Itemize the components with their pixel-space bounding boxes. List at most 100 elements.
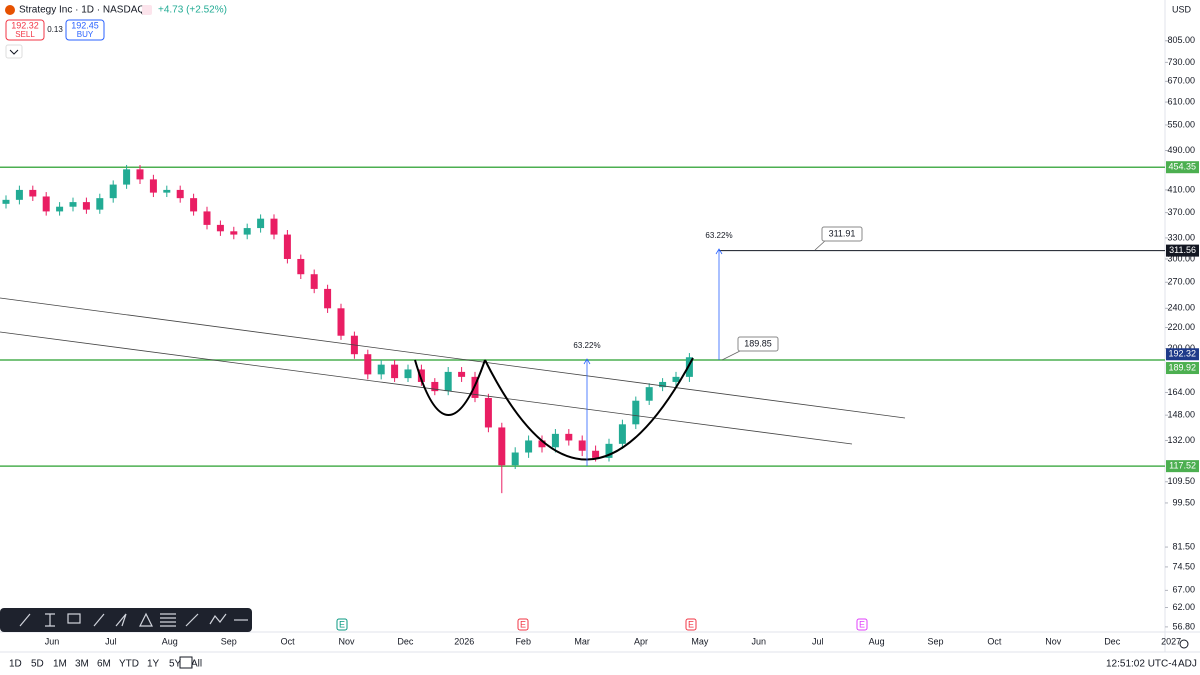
currency[interactable]: USD (1172, 4, 1192, 14)
range-button[interactable]: 1D (9, 659, 22, 670)
callout-box (737, 336, 779, 352)
candle-body (685, 357, 693, 377)
candle-body (163, 189, 171, 193)
candle-body (283, 234, 291, 259)
symbol-title[interactable]: Strategy Inc · 1D · NASDAQ (19, 5, 145, 16)
x-tick-label: Dec (397, 636, 414, 646)
candle-body (337, 308, 345, 336)
candle-body (431, 381, 439, 392)
callout-box (821, 226, 863, 242)
candle-body (458, 371, 466, 377)
price-label-bg (1166, 362, 1199, 375)
candle-body (123, 169, 131, 185)
event-label: E (339, 619, 345, 629)
x-tick-label: Mar (574, 636, 590, 646)
y-tick-label: 56.80 (1172, 621, 1195, 631)
tool-icon[interactable] (185, 613, 199, 627)
sell-button[interactable] (5, 19, 45, 41)
range-button[interactable]: 1Y (147, 659, 160, 670)
range-button[interactable]: 5D (31, 659, 44, 670)
x-tick-label: Dec (1104, 636, 1121, 646)
trend-line (0, 331, 853, 445)
event-label: E (859, 619, 865, 629)
range-button[interactable]: 3M (75, 659, 89, 670)
candle-body (69, 202, 77, 207)
measure-label: 63.22% (705, 231, 732, 240)
price-label-bg (1166, 348, 1199, 361)
candle-body (176, 189, 184, 199)
candle-body (391, 364, 399, 379)
candle-body (538, 440, 546, 448)
x-tick-label: Jun (45, 636, 60, 646)
range-button[interactable]: 1M (53, 659, 67, 670)
tool-icon[interactable] (45, 613, 55, 627)
range-buttons: 1D 5D 1M 3M 6M YTD 1Y 5Y All (9, 659, 202, 670)
tool-icon[interactable] (115, 613, 127, 627)
y-tick-label: 99.50 (1172, 497, 1195, 507)
y-tick-label: 490.00 (1167, 145, 1195, 155)
x-tick-label: Feb (515, 636, 531, 646)
range-button[interactable]: YTD (119, 659, 139, 670)
y-tick-label: 730.00 (1167, 57, 1195, 67)
logo (5, 5, 15, 15)
event-marker[interactable] (685, 618, 697, 631)
tool-icon[interactable] (67, 613, 81, 624)
y-tick-label: 300.00 (1167, 253, 1195, 263)
x-tick-label: Nov (1045, 636, 1062, 646)
tool-icon[interactable] (139, 612, 153, 627)
tool-icon[interactable] (209, 613, 227, 625)
cup-handle-curve (414, 359, 486, 416)
y-tick-label: 670.00 (1167, 76, 1195, 86)
range-button[interactable]: 5Y (169, 659, 182, 670)
y-tick-label: 370.00 (1167, 207, 1195, 217)
candle-body (136, 169, 144, 180)
sell-label: SELL (15, 30, 35, 39)
x-tick-label: Aug (869, 636, 885, 646)
candle-body (203, 211, 211, 225)
y-tick-label: 164.00 (1167, 387, 1195, 397)
tool-icon[interactable] (160, 613, 176, 627)
collapse-button[interactable] (5, 44, 23, 59)
price-label-bg (1166, 161, 1199, 174)
y-tick-label: 67.00 (1172, 585, 1195, 595)
candle-body (96, 198, 104, 210)
candle-body (417, 369, 425, 382)
status-icon (142, 5, 152, 15)
settings-icon[interactable] (1179, 639, 1189, 649)
x-tick-label: 2026 (454, 636, 474, 646)
event-marker[interactable] (336, 618, 348, 631)
bottom-toolbar (0, 652, 1200, 675)
chevron (9, 49, 19, 55)
x-tick-label: Oct (987, 636, 1002, 646)
x-tick-label: Nov (338, 636, 355, 646)
price-label-bg (1166, 460, 1199, 473)
date-range-icon[interactable] (179, 656, 193, 669)
y-tick-label: 410.00 (1167, 184, 1195, 194)
arrow-head (583, 358, 591, 365)
range-button[interactable]: 6M (97, 659, 111, 670)
candle-body (257, 218, 265, 229)
price-label-bg (1166, 244, 1199, 257)
arrow-head (715, 248, 723, 255)
candle-body (605, 443, 613, 458)
adjust-toggle[interactable]: ADJ (1178, 659, 1197, 670)
candle-body (29, 189, 37, 197)
y-tick-label: 805.00 (1167, 35, 1195, 45)
callout-pointer (814, 239, 827, 251)
candle-body (42, 196, 50, 212)
buy-button[interactable] (65, 19, 105, 41)
y-tick-label: 610.00 (1167, 96, 1195, 106)
candle-body (297, 258, 305, 275)
tool-icon[interactable] (19, 613, 31, 627)
price-label: 311.56 (1169, 245, 1196, 255)
y-tick-label: 550.00 (1167, 119, 1195, 129)
callout-text: 189.85 (744, 338, 772, 348)
tool-icon[interactable] (93, 613, 105, 627)
x-tick-label: Apr (634, 636, 648, 646)
event-marker[interactable] (856, 618, 868, 631)
buy-price: 192.45 (71, 20, 99, 30)
range-button[interactable]: All (191, 659, 202, 670)
event-marker[interactable] (517, 618, 529, 631)
